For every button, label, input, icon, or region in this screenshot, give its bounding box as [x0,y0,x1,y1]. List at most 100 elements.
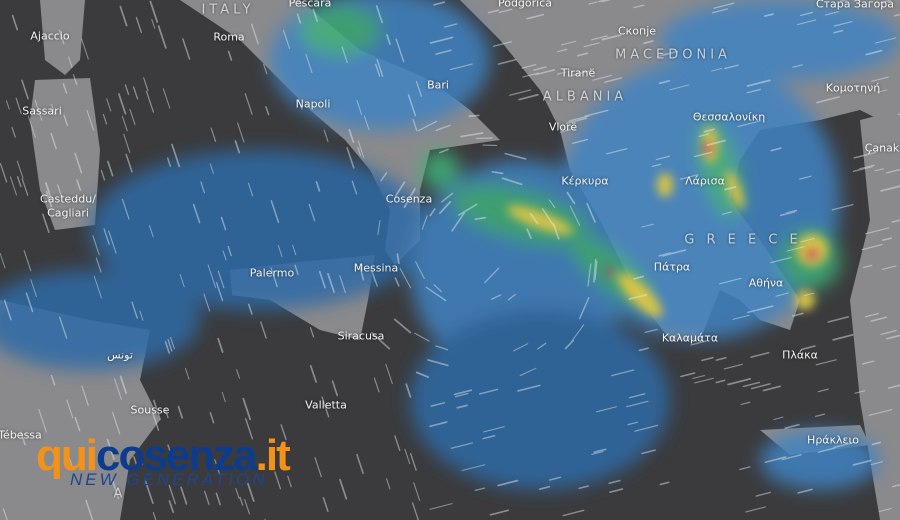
wind-streak [792,312,804,317]
wind-streak [207,264,217,288]
wind-streak [601,0,612,3]
wind-streak [658,79,671,85]
wind-streak [541,208,555,227]
wind-streak [227,50,233,61]
wind-streak [341,46,348,64]
wind-streak [42,213,50,234]
wind-streak [100,169,106,181]
wind-streak [106,98,112,112]
wind-streak [549,476,562,481]
wind-streak [373,377,380,393]
logo-part-it: .it [255,431,291,480]
wind-streak [655,155,671,161]
wind-streak [638,347,649,352]
wind-streak [433,284,442,293]
wind-streak [522,72,539,78]
wind-streak [489,509,510,516]
wind-streak [583,42,600,48]
wind-streak [862,360,875,365]
wind-streak [435,49,452,55]
wind-streak [162,88,171,109]
city-label: Κομοτηνή [825,81,881,95]
wind-streak [227,245,232,257]
wind-streak [779,211,796,217]
wind-streak [132,86,139,100]
wind-streak [74,416,81,432]
wind-streak [792,64,803,68]
wind-streak [724,186,737,191]
wind-streak [526,13,545,20]
wind-streak [633,275,645,280]
wind-streak [517,384,541,392]
wind-streak [661,249,687,257]
wind-streak [854,0,862,2]
city-label: Roma [213,30,245,44]
wind-streak [701,356,714,362]
wind-streak [507,293,516,301]
wind-streak [415,261,425,280]
wind-streak [414,332,430,342]
wind-streak [148,225,154,238]
wind-streak [167,444,174,462]
wind-streak [137,449,144,465]
wind-streak [143,77,149,92]
wind-streak [874,168,885,172]
wind-streak [627,421,639,426]
wind-streak [180,486,188,505]
wind-streak [125,153,133,173]
wind-streak [280,424,287,441]
wind-streak [217,337,224,353]
wind-streak [16,176,22,188]
wind-streak [694,377,714,384]
wind-streak [804,292,815,297]
wind-streak [314,457,322,478]
wind-streak [509,89,532,96]
city-label: Cagliari [47,206,89,220]
wind-streak [484,267,500,284]
wind-streak [817,447,836,453]
city-label: Bari [427,78,449,92]
wind-streak [81,385,89,406]
wind-streak [475,137,493,140]
wind-streak [395,38,405,63]
wind-streak [114,378,122,400]
wind-streak [852,165,873,173]
wind-streak [394,277,400,287]
wind-streak [732,314,750,320]
wind-streak [107,160,114,177]
wind-streak [16,160,24,179]
wind-streak [564,339,575,350]
wind-streak [611,369,635,377]
wind-streak [482,426,505,433]
wind-streak [449,63,473,71]
wind-streak [891,219,900,223]
wind-streak [656,50,679,58]
city-label: Casteddu/ [40,192,96,206]
wind-streak [184,367,190,380]
wind-streak [315,181,321,192]
wind-streak [881,265,897,270]
wind-streak [405,383,412,398]
wind-streak [864,227,890,235]
wind-streak [430,402,446,407]
wind-streak [878,507,892,513]
wind-streak [786,246,805,252]
wind-streak [385,478,391,490]
wind-streak [265,106,270,116]
wind-streak [145,90,155,113]
city-label: Θεσσαλονίκη [692,110,766,124]
wind-streak [592,74,612,81]
wind-streak [11,14,19,31]
wind-streak [497,479,519,487]
wind-streak [23,250,32,272]
wind-streak [609,488,624,494]
wind-streak [15,97,22,115]
wind-streak [58,29,65,45]
wind-streak [210,127,217,142]
wind-streak [412,118,418,132]
wind-streak [556,71,567,75]
wind-streak [601,34,622,41]
wind-streak [356,453,364,475]
wind-streak [413,482,421,501]
